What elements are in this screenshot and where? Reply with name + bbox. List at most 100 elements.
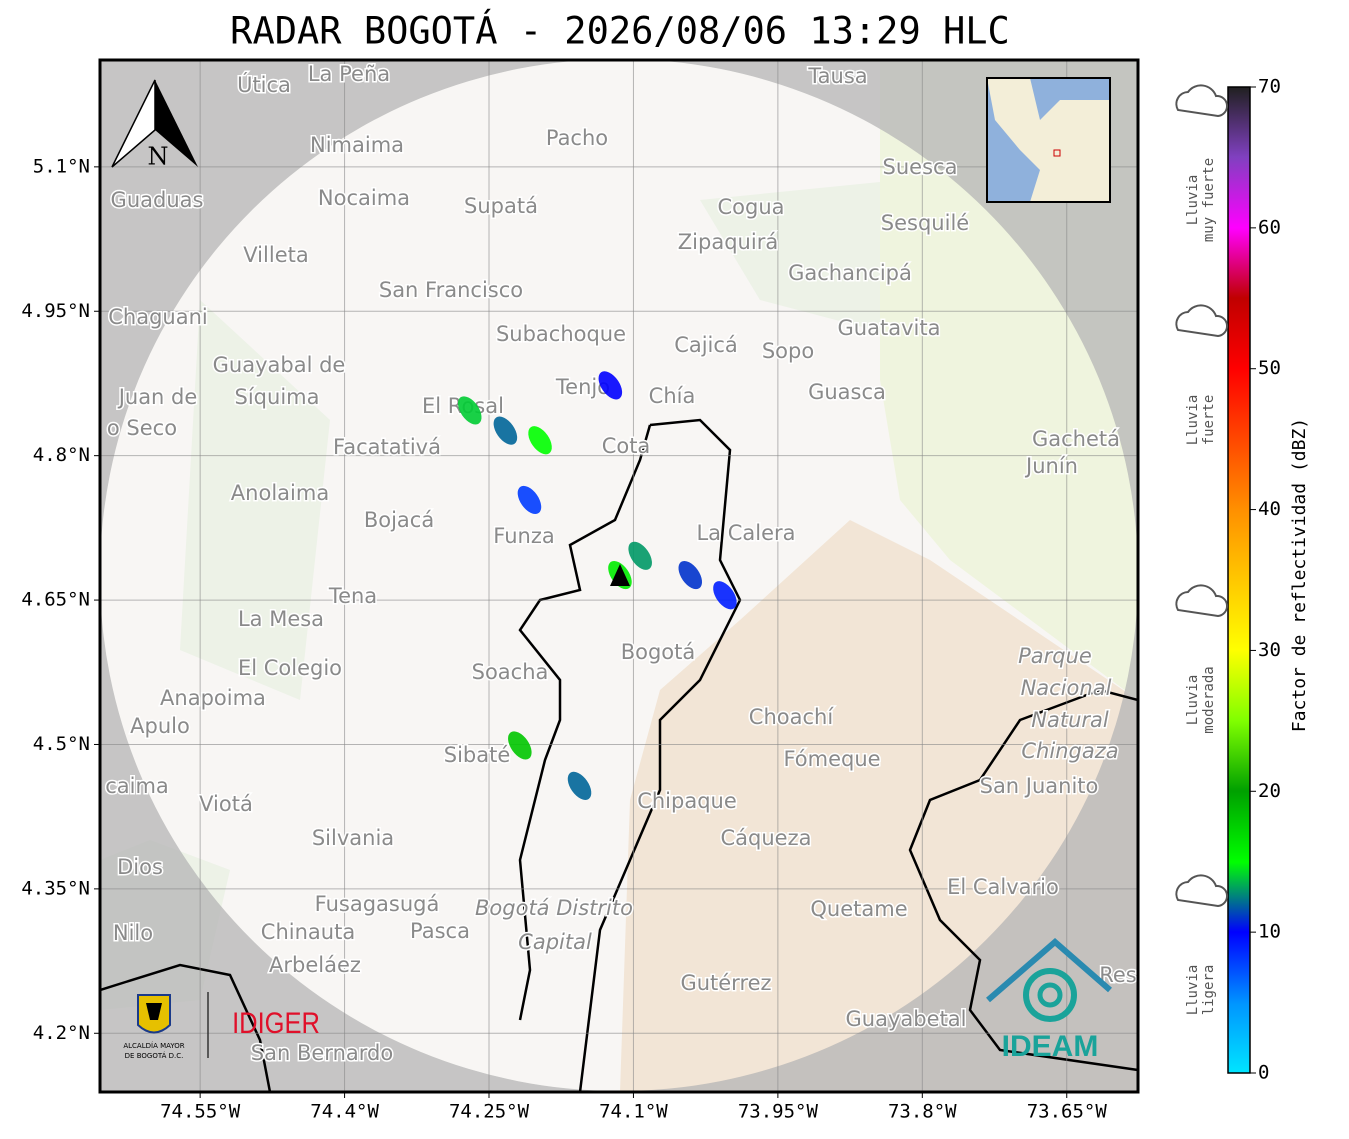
y-tick-label: 4.8°N xyxy=(33,444,90,466)
place-label: Res xyxy=(1099,963,1137,987)
place-label: Guayabal de xyxy=(213,353,346,377)
place-label: Gachetá xyxy=(1032,427,1120,451)
radar-site xyxy=(610,564,630,586)
echo xyxy=(678,560,703,590)
place-label: Guasca xyxy=(808,380,886,404)
place-label: El Calvario xyxy=(947,875,1059,899)
colorbar-tick-label: 70 xyxy=(1258,76,1281,98)
colorbar-tick-label: 60 xyxy=(1258,216,1281,238)
place-label: Choachí xyxy=(749,705,835,729)
place-label: Natural xyxy=(1031,708,1109,732)
place-label: Cogua xyxy=(717,195,784,219)
place-label: Sesquilé xyxy=(881,211,969,235)
echo xyxy=(598,371,623,400)
place-label: Chipaque xyxy=(637,789,737,813)
place-label: Dios xyxy=(117,855,163,879)
map-area: La Peña Útica Tausa Pacho Nimaima Suesca Guadu… xyxy=(100,60,1138,1092)
y-tick-label: 4.35°N xyxy=(21,877,90,899)
logos: ALCALDÍA MAYOR DE BOGOTÁ D.C. IDIGER IDE… xyxy=(123,938,1112,1063)
echo xyxy=(508,731,532,760)
colorbar-ticks: 0 10 20 30 40 50 60 70 xyxy=(1250,76,1281,1084)
axis-ticks: 74.55°W 74.4°W 74.25°W 74.1°W 73.95°W 73.8°W 7… xyxy=(21,155,1107,1122)
place-label: Nacional xyxy=(1021,676,1112,700)
place-label: Silvania xyxy=(312,826,394,850)
rain-level-label: Lluvia xyxy=(1185,965,1201,1016)
place-label: La Peña xyxy=(308,62,390,86)
place-label: Suesca xyxy=(883,155,958,179)
place-label: Chía xyxy=(649,384,696,408)
place-label: Gachancipá xyxy=(788,261,912,285)
place-label: Pacho xyxy=(546,126,608,150)
x-tick-label: 74.25°W xyxy=(449,1101,530,1123)
place-label: Fómeque xyxy=(783,747,880,771)
colorbar-tick-label: 40 xyxy=(1258,498,1281,520)
district-boundary xyxy=(518,418,742,1092)
alcaldia-line: DE BOGOTÁ D.C. xyxy=(125,1051,184,1060)
place-label: Anapoima xyxy=(160,686,266,710)
place-label: caima xyxy=(105,774,169,798)
place-label: Chingaza xyxy=(1021,739,1118,763)
place-label: Guatavita xyxy=(838,316,941,340)
north-label: N xyxy=(148,143,169,171)
place-label: Bojacá xyxy=(364,508,434,532)
place-label: El Colegio xyxy=(238,656,342,680)
rain-level-label: ligera xyxy=(1201,965,1217,1016)
place-label: Tena xyxy=(328,584,377,608)
echo xyxy=(713,581,737,610)
cloud-icon xyxy=(1175,304,1228,338)
place-label: Bogotá xyxy=(621,640,696,664)
colorbar-tick-label: 10 xyxy=(1258,921,1281,943)
place-label: Pasca xyxy=(410,919,470,943)
x-tick-label: 73.8°W xyxy=(888,1101,957,1123)
y-tick-label: 4.65°N xyxy=(21,589,90,611)
department-boundary xyxy=(908,688,1138,1072)
place-label: Junín xyxy=(1024,454,1078,478)
x-tick-label: 74.4°W xyxy=(310,1101,379,1123)
place-label: Viotá xyxy=(199,792,253,816)
place-label: Bogotá Distrito xyxy=(475,896,633,920)
echo xyxy=(567,771,592,800)
place-label: Villeta xyxy=(243,243,308,267)
place-label: Sopo xyxy=(762,339,814,363)
y-tick-label: 4.95°N xyxy=(21,300,90,322)
place-label: Soacha xyxy=(472,660,549,684)
x-tick-label: 74.55°W xyxy=(160,1101,241,1123)
x-tick-label: 74.1°W xyxy=(599,1101,668,1123)
place-label: San Francisco xyxy=(379,278,523,302)
place-label: Juan de xyxy=(117,385,198,409)
colorbar-label: Factor de reflectividad (dBZ) xyxy=(1289,418,1310,732)
place-label: Zipaquirá xyxy=(678,230,778,254)
place-label: Chinauta xyxy=(261,920,355,944)
rain-level-label: moderada xyxy=(1201,666,1217,733)
place-label: Quetame xyxy=(810,897,907,921)
map-frame xyxy=(98,58,1140,1094)
rain-level-label: muy fuerte xyxy=(1201,158,1217,242)
y-tick-label: 4.2°N xyxy=(33,1022,90,1044)
y-tick-label: 5.1°N xyxy=(33,155,90,177)
place-label: Arbeláez xyxy=(269,953,361,977)
place-label: Cota xyxy=(602,434,651,458)
place-label: San Bernardo xyxy=(251,1041,393,1065)
place-label: Guaduas xyxy=(111,188,204,212)
place-label: La Calera xyxy=(696,521,795,545)
cloud-icon xyxy=(1175,584,1228,618)
place-label: Útica xyxy=(237,72,291,97)
place-label: Capital xyxy=(518,930,592,954)
echo xyxy=(528,426,552,455)
cloud-icon xyxy=(1175,874,1228,908)
place-label: Síquima xyxy=(235,385,320,409)
department-boundary xyxy=(100,963,272,1092)
idiger-logo: IDIGER xyxy=(232,1006,320,1039)
rain-level-label: Lluvia xyxy=(1185,175,1201,226)
place-label: San Juanito xyxy=(980,774,1099,798)
place-label: Nimaima xyxy=(310,133,404,157)
place-label: Apulo xyxy=(130,714,190,738)
colorbar-tick-label: 50 xyxy=(1258,357,1281,379)
x-tick-label: 73.65°W xyxy=(1027,1101,1108,1123)
place-label: o Seco xyxy=(107,416,177,440)
place-label: Nilo xyxy=(113,921,153,945)
place-label: Anolaima xyxy=(231,481,329,505)
place-label: Fusagasugá xyxy=(315,892,440,916)
